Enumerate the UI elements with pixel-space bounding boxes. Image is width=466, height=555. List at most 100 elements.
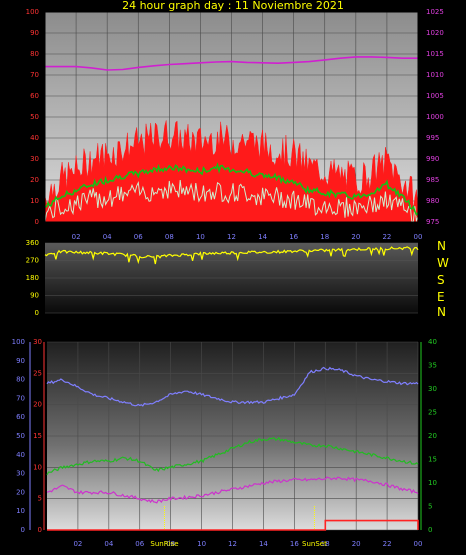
humidity-tick-label: 70	[16, 394, 25, 402]
y-tick-label-left: 360	[26, 239, 39, 247]
y-tick-label-left: 50	[30, 113, 39, 121]
sun-marker-label: SunSet	[302, 540, 327, 548]
x-tick-label: 14	[259, 540, 268, 548]
y-tick-label-left: 60	[30, 92, 39, 100]
y-tick-label-left: 40	[30, 134, 39, 142]
y-tick-label-right: 990	[426, 155, 439, 163]
wind-min-line	[44, 180, 419, 223]
sun-marker-label: SunRise	[150, 540, 178, 548]
compass-s: S	[437, 273, 445, 287]
y-tick-label-right: 980	[426, 197, 439, 205]
wind-pressure-chart: 0102030405060708090100975980985990995100…	[26, 8, 444, 241]
right-tick-label: 20	[428, 432, 437, 440]
humidity-tick-label: 30	[16, 470, 25, 478]
temp-tick-label: 10	[33, 463, 42, 471]
humidity-tick-label: 10	[16, 507, 25, 515]
right-tick-label: 40	[428, 338, 437, 346]
y-tick-label-left: 0	[35, 309, 39, 317]
x-tick-label: 16	[290, 540, 299, 548]
right-tick-label: 35	[428, 362, 437, 370]
pressure-line	[45, 56, 418, 71]
wind-direction-line	[44, 246, 419, 265]
temp-tick-label: 30	[33, 338, 42, 346]
humidity-tick-label: 20	[16, 488, 25, 496]
x-tick-label: 16	[289, 233, 298, 241]
x-tick-label: 12	[228, 540, 237, 548]
y-tick-label-left: 90	[30, 29, 39, 37]
red-step-line	[47, 519, 419, 531]
humidity-tick-label: 40	[16, 451, 25, 459]
humidity-tick-label: 60	[16, 413, 25, 421]
x-tick-label: 22	[382, 233, 391, 241]
right-tick-label: 15	[428, 456, 437, 464]
y-tick-label-right: 995	[426, 134, 439, 142]
x-tick-label: 06	[135, 540, 144, 548]
compass-w: W	[437, 256, 449, 270]
right-tick-label: 5	[428, 503, 432, 511]
y-tick-label-left: 30	[30, 155, 39, 163]
humidity-line	[46, 366, 419, 407]
temp-tick-label: 15	[33, 432, 42, 440]
humidity-tick-label: 90	[16, 357, 25, 365]
y-tick-label-left: 180	[26, 274, 39, 282]
x-tick-label: 02	[72, 233, 81, 241]
temp-humidity-chart: 0102030405060708090100051015202530051015…	[12, 338, 437, 548]
x-tick-label: 02	[73, 540, 82, 548]
y-tick-label-right: 1010	[426, 71, 444, 79]
x-tick-label: 20	[352, 540, 361, 548]
right-tick-label: 10	[428, 479, 437, 487]
y-tick-label-right: 985	[426, 176, 439, 184]
y-tick-label-left: 100	[26, 8, 39, 16]
y-tick-label-right: 975	[426, 218, 439, 226]
humidity-tick-label: 80	[16, 376, 25, 384]
x-tick-label: 08	[166, 540, 175, 548]
right-tick-label: 0	[428, 526, 432, 534]
temp-tick-label: 0	[38, 526, 42, 534]
right-tick-label: 25	[428, 409, 437, 417]
x-tick-label: 04	[103, 233, 112, 241]
y-tick-label-left: 80	[30, 50, 39, 58]
x-tick-label: 10	[196, 233, 205, 241]
x-tick-label: 00	[414, 233, 423, 241]
y-tick-label-right: 1005	[426, 92, 444, 100]
y-tick-label-left: 270	[26, 257, 39, 265]
compass-n-bottom: N	[437, 305, 446, 319]
x-tick-label: 14	[258, 233, 267, 241]
y-tick-label-left: 0	[35, 218, 39, 226]
x-tick-label: 18	[321, 540, 330, 548]
x-tick-label: 12	[227, 233, 236, 241]
y-tick-label-left: 10	[30, 197, 39, 205]
x-tick-label: 18	[320, 233, 329, 241]
plot-frame	[44, 11, 419, 223]
x-tick-label: 04	[104, 540, 113, 548]
compass-n-top: N	[437, 239, 446, 253]
temp-tick-label: 20	[33, 401, 42, 409]
wind-direction-chart: 0 90 180 270 360	[26, 239, 419, 317]
right-tick-label: 30	[428, 385, 437, 393]
green-temp-line	[46, 436, 419, 476]
x-tick-label: 00	[414, 540, 423, 548]
wind-avg-line	[44, 162, 419, 216]
y-tick-label-right: 1020	[426, 29, 444, 37]
x-tick-label: 22	[383, 540, 392, 548]
page-title: 24 hour graph day : 11 Noviembre 2021	[122, 0, 344, 12]
temp-tick-label: 5	[38, 495, 42, 503]
y-tick-label-right: 1000	[426, 113, 444, 121]
compass-e: E	[437, 290, 445, 304]
x-tick-label: 06	[134, 233, 143, 241]
temp-tick-label: 25	[33, 369, 42, 377]
y-tick-label-left: 90	[30, 292, 39, 300]
magenta-temp-line	[46, 476, 419, 504]
y-tick-label-right: 1015	[426, 50, 444, 58]
y-tick-label-right: 1025	[426, 8, 444, 16]
y-tick-label-left: 70	[30, 71, 39, 79]
humidity-tick-label: 50	[16, 432, 25, 440]
x-tick-label: 20	[351, 233, 360, 241]
humidity-tick-label: 100	[12, 338, 25, 346]
x-tick-label: 10	[197, 540, 206, 548]
humidity-tick-label: 0	[21, 526, 25, 534]
y-tick-label-left: 20	[30, 176, 39, 184]
x-tick-label: 08	[165, 233, 174, 241]
